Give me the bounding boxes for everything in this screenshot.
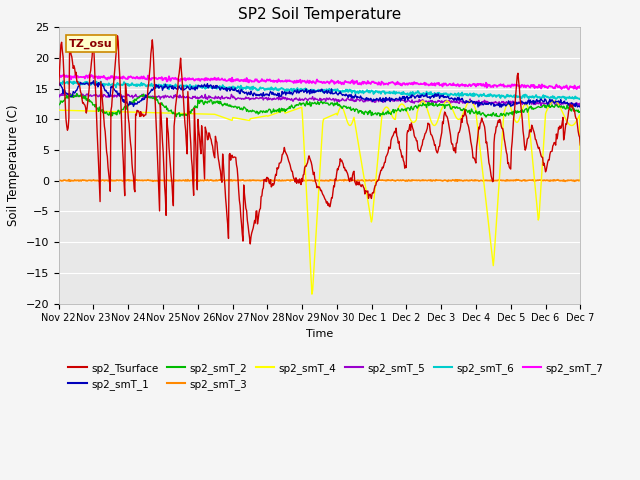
Legend: sp2_Tsurface, sp2_smT_1, sp2_smT_2, sp2_smT_3, sp2_smT_4, sp2_smT_5, sp2_smT_6, : sp2_Tsurface, sp2_smT_1, sp2_smT_2, sp2_… xyxy=(64,359,607,394)
Y-axis label: Soil Temperature (C): Soil Temperature (C) xyxy=(7,105,20,226)
Text: TZ_osu: TZ_osu xyxy=(69,38,113,49)
X-axis label: Time: Time xyxy=(306,329,333,339)
Title: SP2 Soil Temperature: SP2 Soil Temperature xyxy=(238,7,401,22)
